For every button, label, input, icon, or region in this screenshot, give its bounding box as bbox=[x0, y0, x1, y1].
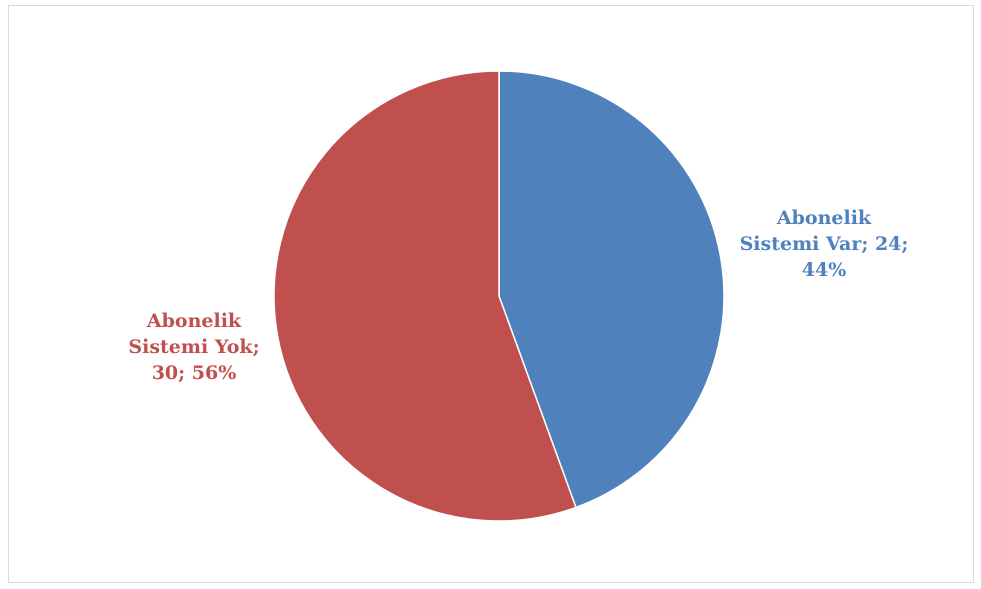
pie-slice-abonelik-sistemi-yok bbox=[273, 70, 577, 522]
pie-chart bbox=[273, 70, 725, 522]
pie-slice-abonelik-sistemi-var bbox=[498, 70, 725, 509]
data-label-abonelik-sistemi-var: Abonelik Sistemi Var; 24; 44% bbox=[739, 207, 909, 281]
chart-area: Abonelik Sistemi Var; 24; 44% Abonelik S… bbox=[8, 5, 974, 583]
data-label-abonelik-sistemi-yok: Abonelik Sistemi Yok; 30; 56% bbox=[128, 310, 260, 384]
